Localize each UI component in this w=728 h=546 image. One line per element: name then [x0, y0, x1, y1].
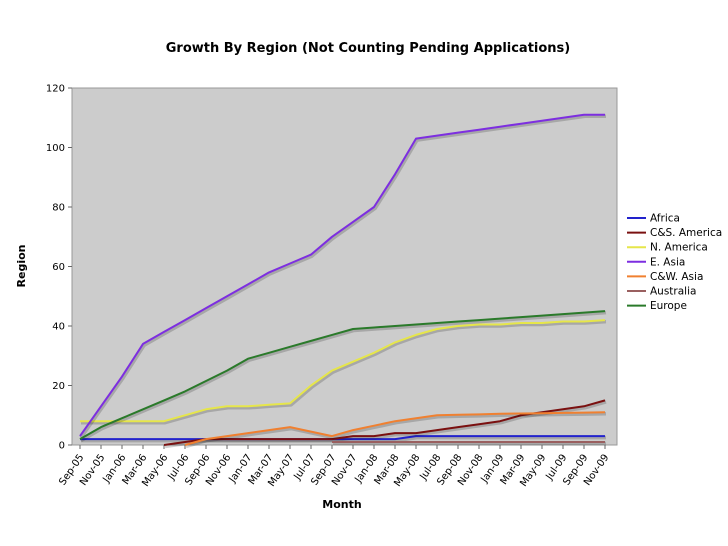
legend-label-europe: Europe [650, 300, 687, 312]
plot-area [71, 87, 618, 446]
series-shadow-c-s-america [164, 400, 607, 449]
legend-label-c-w-asia: C&W. Asia [650, 271, 703, 283]
series-line-n-america [80, 319, 606, 423]
series-shadow-europe [80, 310, 607, 443]
y-tick-label: 120 [46, 84, 65, 95]
series-line-c-w-asia [184, 411, 606, 446]
y-tick-label: 40 [52, 322, 65, 333]
series-line-africa [80, 435, 605, 441]
legend-label-australia: Australia [650, 286, 696, 298]
y-tick-label: 0 [59, 441, 65, 452]
legend-label-africa: Africa [650, 213, 680, 225]
chart-title: Growth By Region (Not Counting Pending A… [166, 41, 571, 56]
series-shadow-c-w-asia [185, 412, 607, 449]
y-tick-label: 80 [52, 203, 65, 214]
series-shadow-n-america [81, 319, 607, 425]
y-axis: 0 20 40 60 80 100 120 [46, 84, 72, 452]
x-axis-title: Month [322, 498, 361, 511]
legend-label-e-asia: E. Asia [650, 256, 685, 268]
y-tick-label: 20 [52, 381, 65, 392]
legend-label-c-s-america: C&S. America [650, 227, 722, 239]
legend-label-n-america: N. America [650, 242, 708, 254]
x-axis: Sep-05Nov-05Jan-06Mar-06May-06Jul-06Sep-… [57, 445, 611, 489]
series-line-europe [79, 310, 606, 440]
series-shadow-africa [81, 435, 606, 443]
series-layer [79, 113, 607, 449]
series-line-e-asia [79, 113, 605, 437]
legend: Africa C&S. America N. America E. Asia C&W. … [627, 213, 722, 312]
y-axis-title: Region [15, 245, 28, 288]
y-tick-label: 100 [46, 143, 65, 154]
y-tick-label: 60 [52, 262, 65, 273]
series-shadow-e-asia [79, 114, 606, 439]
